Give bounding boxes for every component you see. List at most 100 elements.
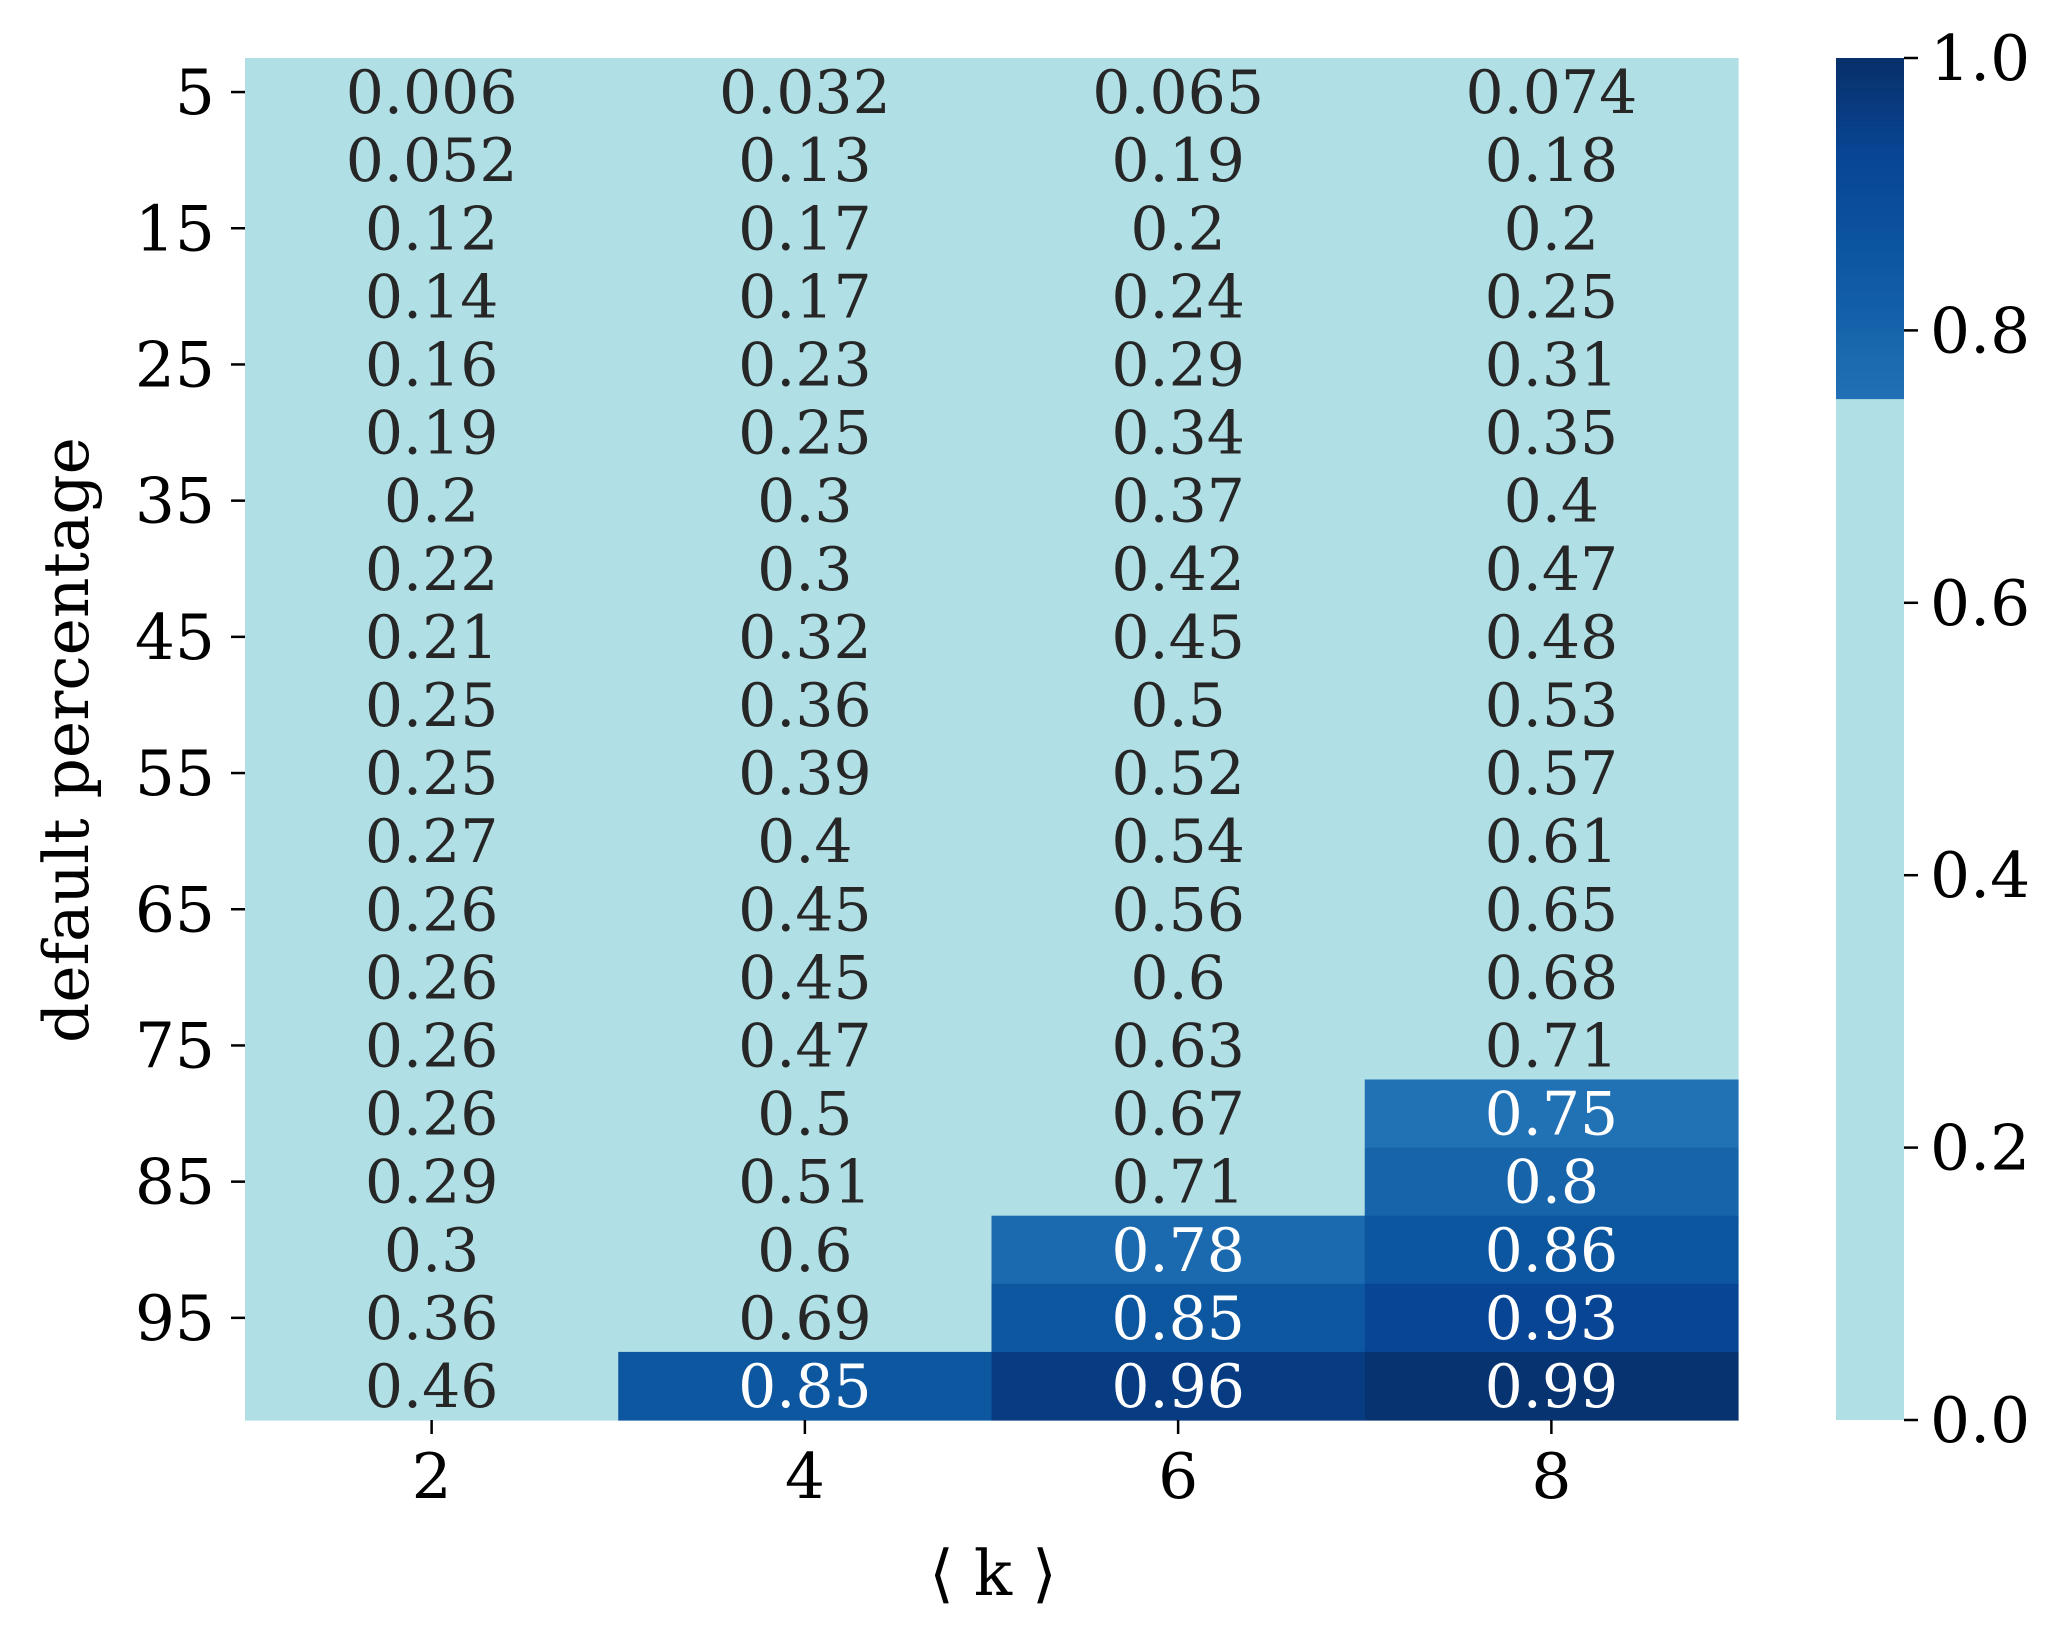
heatmap-cell-labels: 0.006 0.032 0.065 0.074 0.052 0.13 0.19 0.18 0.1… [346, 58, 1638, 1422]
cell-value-label: 0.12 [365, 194, 499, 264]
colorbar-tick-label: 0.6 [1930, 567, 2030, 640]
colorbar-gradient-band [1836, 103, 1904, 110]
cell-value-label: 0.45 [1111, 603, 1245, 673]
cell-value-label: 0.032 [719, 58, 891, 128]
heatmap-cell [245, 466, 619, 536]
colorbar-gradient-band [1836, 392, 1904, 400]
cell-value-label: 0.18 [1485, 126, 1619, 196]
heatmap-cell [1364, 58, 1739, 127]
colorbar-gradient-band [1836, 381, 1904, 388]
cell-value-label: 0.56 [1111, 875, 1245, 945]
colorbar-gradient-band [1836, 364, 1904, 371]
heatmap-cell [618, 739, 993, 808]
cell-value-label: 0.3 [757, 467, 852, 537]
cell-value-label: 0.25 [1485, 262, 1619, 332]
colorbar-gradient-band [1836, 120, 1904, 127]
colorbar-gradient-band [1836, 341, 1904, 349]
cell-value-label: 0.19 [1111, 126, 1245, 196]
colorbar-gradient-band [1836, 285, 1904, 292]
x-tick-label: 8 [1531, 1440, 1571, 1513]
cell-value-label: 0.99 [1485, 1352, 1619, 1422]
heatmap-cell [245, 1283, 619, 1353]
heatmap-cell [618, 1079, 993, 1149]
heatmap-cell [618, 670, 993, 740]
colorbar-gradient-band [1836, 182, 1904, 190]
x-tick-label: 4 [785, 1440, 825, 1513]
y-tick-label: 45 [135, 601, 215, 674]
cell-value-label: 0.26 [365, 943, 499, 1013]
heatmap-cell [245, 1011, 619, 1081]
heatmap-cell [618, 466, 993, 536]
colorbar-gradient-band [1836, 199, 1904, 207]
colorbar-gradient-band [1836, 126, 1904, 133]
colorbar-gradient-band [1836, 358, 1904, 366]
cell-value-label: 0.65 [1485, 875, 1619, 945]
cell-value-label: 0.19 [365, 399, 499, 469]
y-axis: 5 15 25 35 45 55 65 75 85 95 [135, 56, 245, 1355]
heatmap-cell [245, 807, 619, 876]
colorbar-gradient-band [1836, 319, 1904, 326]
cell-value-label: 0.17 [738, 194, 872, 264]
heatmap-cell [245, 1079, 619, 1149]
heatmap-cell [1364, 1283, 1739, 1353]
heatmap-cell [1364, 1215, 1739, 1285]
cell-value-label: 0.71 [1111, 1148, 1245, 1218]
heatmap-cell [1364, 1079, 1739, 1149]
colorbar-gradient-band [1836, 97, 1904, 104]
x-axis-label: ⟨ k ⟩ [929, 1537, 1056, 1610]
cell-value-label: 0.6 [1130, 943, 1225, 1013]
cell-value-label: 0.13 [738, 126, 872, 196]
heatmap-cell [991, 1011, 1366, 1081]
heatmap-cell [991, 670, 1366, 740]
heatmap-cell [618, 943, 993, 1012]
heatmap-cell [1364, 466, 1739, 536]
colorbar-gradient-band [1836, 165, 1904, 173]
heatmap-cell [618, 1147, 993, 1217]
heatmap-cell [991, 534, 1366, 604]
cell-value-label: 0.26 [365, 1080, 499, 1150]
heatmap-cell [1364, 1351, 1739, 1421]
cell-value-label: 0.93 [1485, 1284, 1619, 1354]
cell-value-label: 0.29 [365, 1148, 499, 1218]
heatmap-cell [1364, 262, 1739, 331]
cell-value-label: 0.71 [1485, 1011, 1619, 1081]
colorbar-gradient-band [1836, 222, 1904, 229]
heatmap-cell [1364, 807, 1739, 876]
colorbar-gradient-band [1836, 256, 1904, 263]
colorbar-gradient-band [1836, 245, 1904, 252]
colorbar-gradient-band [1836, 211, 1904, 218]
colorbar-gradient-band [1836, 228, 1904, 235]
heatmap-cell [991, 1283, 1366, 1353]
heatmap-cell [991, 126, 1366, 195]
heatmap-cell [1364, 126, 1739, 195]
cell-value-label: 0.46 [365, 1352, 499, 1422]
y-tick-label: 95 [135, 1282, 215, 1355]
heatmap-cell [618, 1283, 993, 1353]
cell-value-label: 0.42 [1111, 535, 1245, 605]
cell-value-label: 0.22 [365, 535, 499, 605]
heatmap-cell [1364, 330, 1739, 400]
y-tick-label: 25 [135, 328, 215, 401]
colorbar-gradient-band [1836, 267, 1904, 275]
heatmap-cell [618, 262, 993, 331]
cell-value-label: 0.75 [1485, 1080, 1619, 1150]
heatmap-cell [1364, 875, 1739, 944]
cell-value-label: 0.63 [1111, 1011, 1245, 1081]
colorbar-gradient-band [1836, 160, 1904, 167]
heatmap-cell [245, 943, 619, 1012]
heatmap-cell [245, 1215, 619, 1285]
colorbar-tick-label: 0.4 [1930, 839, 2030, 912]
heatmap-cells [245, 58, 1739, 1421]
heatmap-cell [1364, 1011, 1739, 1081]
colorbar-gradient-band [1836, 324, 1904, 331]
colorbar-gradient-band [1836, 307, 1904, 314]
colorbar-gradient-band [1836, 148, 1904, 156]
heatmap-cell [245, 58, 619, 127]
cell-value-label: 0.69 [738, 1284, 872, 1354]
cell-value-label: 0.48 [1485, 603, 1619, 673]
colorbar-gradient-band [1836, 188, 1904, 195]
colorbar-gradient-band [1836, 171, 1904, 178]
x-axis: 2 4 6 8 [412, 1420, 1571, 1513]
heatmap-cell [245, 330, 619, 400]
heatmap-cell [991, 807, 1366, 876]
